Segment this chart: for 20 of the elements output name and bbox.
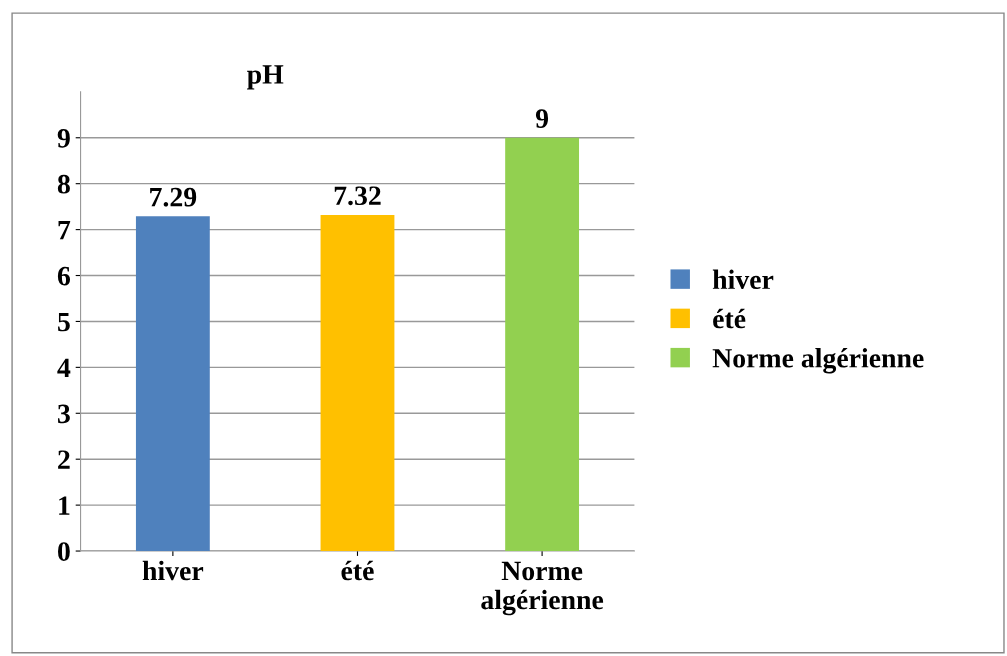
x-tick-label: été: [341, 560, 374, 581]
x-tick-label: hiver: [142, 560, 204, 581]
y-tick-label: 1: [59, 496, 70, 515]
legend-label: été: [713, 308, 746, 329]
y-tick-label: 5: [58, 312, 70, 332]
y-tick-label: 4: [57, 358, 71, 377]
y-tick-label: 6: [57, 266, 71, 286]
y-tick-label: 9: [57, 129, 70, 148]
legend-label: hiver: [712, 269, 774, 290]
legend-label: Norme algérienne: [712, 348, 924, 374]
y-tick-label: 2: [58, 450, 70, 469]
chart-title: pH: [247, 65, 284, 90]
data-label: 9: [535, 109, 549, 128]
data-label: 7.29: [150, 187, 197, 207]
y-tick-label: 0: [58, 542, 70, 561]
data-label: 7.32: [334, 186, 381, 206]
y-tick-label: 3: [57, 404, 70, 424]
y-tick-label: 8: [57, 174, 70, 194]
y-tick-label: 7: [58, 221, 71, 240]
x-tick-label: Norme algérienne: [481, 561, 604, 616]
